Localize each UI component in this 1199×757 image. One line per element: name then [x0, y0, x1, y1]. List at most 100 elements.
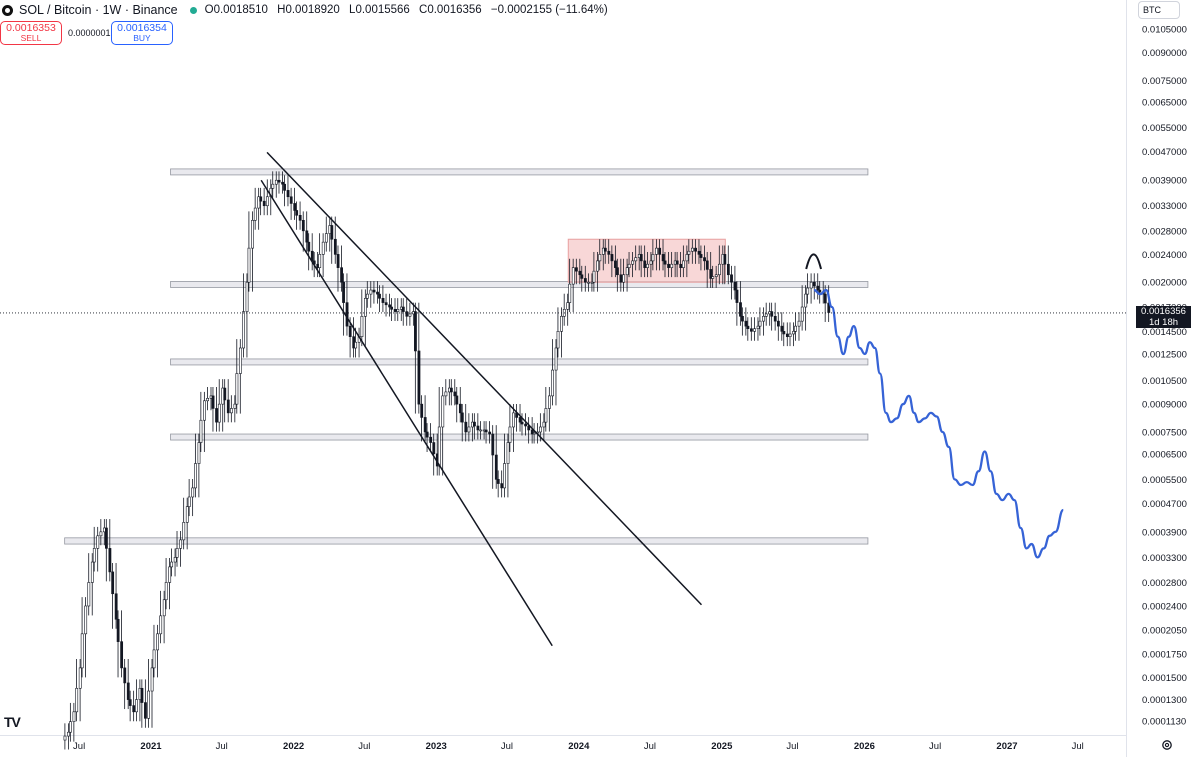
x-tick-label: Jul — [216, 741, 228, 752]
candle-body — [340, 267, 343, 283]
y-tick-label: 0.0010500 — [1142, 376, 1187, 387]
candle-body — [592, 270, 596, 283]
current-price-value: 0.0016356 — [1141, 306, 1186, 317]
candle-body — [78, 667, 82, 689]
x-tick-label: Jul — [73, 741, 85, 752]
candle-body — [324, 233, 328, 243]
candle-body — [67, 731, 70, 737]
y-tick-label: 0.0006500 — [1142, 449, 1187, 460]
ohlc-readout: O0.0018510 H0.0018920 L0.0015566 C0.0016… — [205, 4, 614, 16]
candle-body — [717, 263, 721, 276]
candle-body — [583, 278, 587, 283]
candle-body — [140, 687, 144, 703]
candle-body — [527, 425, 531, 431]
candle-body — [211, 395, 215, 409]
sell-button[interactable]: 0.0016353 SELL — [0, 21, 62, 45]
candle-body — [758, 320, 762, 327]
candle-body — [289, 196, 293, 204]
candle-body — [473, 421, 476, 427]
y-tick-label: 0.0055000 — [1142, 123, 1187, 134]
x-tick-label: 2023 — [426, 741, 447, 752]
candle-body — [99, 531, 103, 537]
sol-coin-icon — [2, 4, 13, 16]
y-tick-label: 0.0009000 — [1142, 400, 1187, 411]
candle-body — [298, 214, 302, 221]
candle-body — [396, 308, 400, 312]
candle-body — [575, 267, 578, 272]
candle-body — [342, 281, 345, 303]
candle-body — [147, 690, 151, 719]
candle-body — [812, 281, 816, 287]
low-label: L — [349, 4, 356, 16]
candle-body — [372, 289, 376, 293]
candle-body — [381, 298, 385, 303]
y-tick-label: 0.0047000 — [1142, 147, 1187, 158]
candle-body — [667, 263, 670, 268]
candle-body — [770, 311, 774, 317]
candle-body — [496, 479, 500, 484]
candle-body — [417, 350, 421, 405]
y-tick-label: 0.0004700 — [1142, 499, 1187, 510]
candle-body — [750, 328, 753, 332]
candle-body — [699, 254, 703, 258]
candle-body — [277, 179, 281, 183]
candle-body — [271, 183, 275, 189]
candle-body — [444, 391, 448, 397]
y-tick-label: 0.0001130 — [1142, 717, 1186, 728]
candle-body — [437, 426, 441, 467]
candle-body — [460, 412, 464, 423]
candle-body — [257, 196, 261, 209]
x-tick-label: Jul — [644, 741, 656, 752]
candle-body — [663, 260, 667, 265]
candle-body — [307, 241, 311, 252]
candle-body — [587, 281, 590, 284]
candle-body — [128, 699, 132, 706]
candle-body — [265, 196, 269, 207]
candle-body — [162, 599, 166, 617]
candle-body — [556, 331, 560, 349]
trendline-1 — [260, 179, 553, 647]
candle-body — [655, 247, 658, 255]
candle-body — [723, 254, 727, 265]
candle-body — [643, 260, 647, 268]
candle-body — [711, 276, 715, 279]
candle-body — [336, 254, 340, 268]
candle-body — [90, 561, 94, 583]
y-tick-label: 0.0028000 — [1142, 226, 1187, 237]
candle-body — [675, 260, 679, 265]
candle-body — [365, 293, 369, 299]
candle-body — [259, 196, 263, 202]
candle-body — [144, 702, 147, 719]
trendline-0 — [266, 151, 703, 606]
candle-body — [182, 522, 186, 541]
candle-body — [179, 539, 183, 549]
gear-icon[interactable] — [1160, 738, 1174, 752]
tradingview-logo[interactable]: TV — [4, 714, 21, 730]
y-tick-label: 0.0003900 — [1142, 527, 1187, 538]
candle-body — [80, 633, 84, 669]
candle-body — [173, 557, 177, 563]
x-tick-label: 2022 — [283, 741, 304, 752]
candle-body — [455, 395, 459, 405]
candle-body — [116, 618, 120, 642]
candle-body — [571, 267, 575, 285]
currency-button[interactable]: BTC — [1138, 1, 1180, 19]
buy-button[interactable]: 0.0016354 BUY — [111, 21, 173, 45]
candle-body — [622, 274, 626, 283]
candle-body — [369, 289, 373, 295]
y-tick-label: 0.0033000 — [1142, 201, 1187, 212]
candle-body — [108, 548, 112, 573]
candle-body — [491, 433, 495, 456]
candle-body — [703, 257, 706, 262]
candle-body — [753, 328, 756, 332]
change-value: −0.0002155 (−11.64%) — [490, 4, 608, 16]
symbol-title[interactable]: SOL / Bitcoin · 1W · Binance — [19, 3, 178, 17]
candle-body — [238, 347, 242, 374]
candle-body — [500, 483, 504, 489]
support-band-0 — [170, 168, 869, 176]
top-arc — [805, 253, 823, 270]
candle-body — [75, 687, 79, 713]
sell-price: 0.0016353 — [6, 22, 56, 34]
